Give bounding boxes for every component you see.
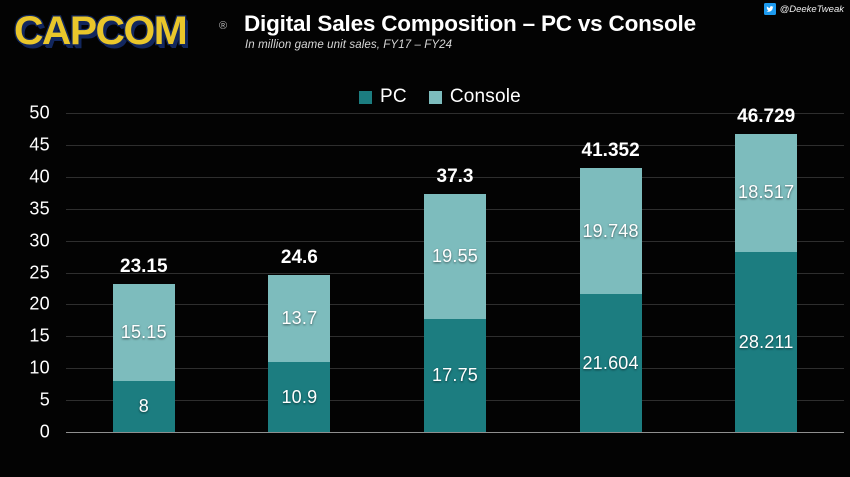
gridline (66, 144, 844, 146)
bar-segment-pc[interactable]: 21.604 (579, 294, 642, 432)
chart-legend: PC Console (0, 86, 850, 108)
bar-segment-value-console: 15.15 (120, 322, 167, 343)
bar-segment-console[interactable]: 18.517 (735, 133, 798, 253)
gridline (66, 113, 844, 114)
bar-segment-console[interactable]: 15.15 (112, 284, 175, 381)
legend-swatch-pc (359, 90, 373, 104)
gridline (66, 432, 844, 433)
bar-segment-value-console: 13.7 (281, 308, 318, 329)
bar-total-label: 41.352 (581, 140, 640, 162)
y-axis-tick-label: 0 (39, 421, 50, 442)
plot-area: 50 45 40 35 30 25 20 15 10 5 0 8 15.15 23.15 10.9 13.7… (29, 103, 844, 442)
credit-handle: @DeekeTweak (779, 3, 844, 15)
credit-attribution: @DeekeTweak (763, 3, 844, 15)
bar-total-label: 46.729 (737, 105, 796, 127)
bar-group[interactable]: 10.9 13.7 24.6 (268, 113, 331, 432)
gridline (66, 176, 844, 178)
bar-segment-value-pc: 28.211 (738, 331, 794, 352)
bar-group[interactable]: 28.211 18.517 46.729 (735, 106, 798, 432)
y-axis-tick-label: 45 (29, 134, 50, 155)
bar-segment-value-pc: 17.75 (431, 364, 479, 385)
bar-segment-value-pc: 21.604 (582, 352, 639, 373)
legend-item-pc[interactable]: PC (359, 86, 407, 108)
bar-segment-value-console: 18.517 (738, 182, 795, 203)
bar-segment-value-pc: 8 (138, 395, 149, 416)
bar-total-label: 37.3 (436, 166, 474, 188)
legend-item-console[interactable]: Console (428, 86, 521, 108)
twitter-bird-icon (763, 3, 776, 15)
bar-series-container: 8 15.15 23.15 10.9 13.7 24.6 17.75 19.55 37.3 21.… (66, 106, 844, 432)
y-axis-tick-label: 40 (29, 166, 50, 187)
legend-label-console: Console (449, 86, 521, 107)
bar-segment-pc[interactable]: 17.75 (424, 318, 486, 432)
bar-group[interactable]: 17.75 19.55 37.3 (424, 113, 486, 432)
registered-trademark-mark: ® (219, 20, 228, 32)
bar-group[interactable]: 21.604 19.748 41.352 (579, 113, 642, 432)
y-axis-tick-label: 20 (29, 293, 50, 314)
y-axis-tick-label: 25 (29, 262, 50, 282)
bar-total-label: 23.15 (120, 256, 168, 278)
y-axis-tick-label: 35 (29, 198, 50, 219)
bar-total-label: 24.6 (280, 247, 318, 269)
bar-segment-pc[interactable]: 10.9 (268, 362, 331, 432)
bar-segment-value-pc: 10.9 (281, 386, 318, 407)
bar-segment-console[interactable]: 19.55 (424, 194, 486, 319)
bar-segment-value-console: 19.748 (582, 220, 639, 241)
y-axis-tick-label: 15 (29, 325, 50, 346)
chart-title: Digital Sales Composition – PC vs Consol… (244, 11, 696, 36)
bar-segment-value-console: 19.55 (431, 245, 479, 266)
capcom-wordmark: CAPCOM (13, 9, 189, 53)
bar-segment-console[interactable]: 19.748 (579, 168, 642, 295)
bar-segment-pc[interactable]: 28.211 (735, 252, 798, 432)
bar-group[interactable]: 8 15.15 23.15 (112, 113, 175, 432)
chart-subtitle: In million game unit sales, FY17 – FY24 (245, 39, 453, 51)
capcom-logo: CAPCOM ® (13, 8, 240, 54)
y-axis-tick-label: 30 (29, 230, 50, 251)
bar-segment-console[interactable]: 13.7 (268, 275, 331, 363)
bar-segment-pc[interactable]: 8 (112, 380, 175, 432)
y-axis-tick-label: 5 (39, 389, 50, 410)
y-axis-tick-label: 50 (29, 102, 50, 123)
legend-label-pc: PC (380, 86, 407, 107)
y-axis-tick-label: 10 (29, 357, 50, 378)
legend-swatch-console (428, 90, 442, 104)
